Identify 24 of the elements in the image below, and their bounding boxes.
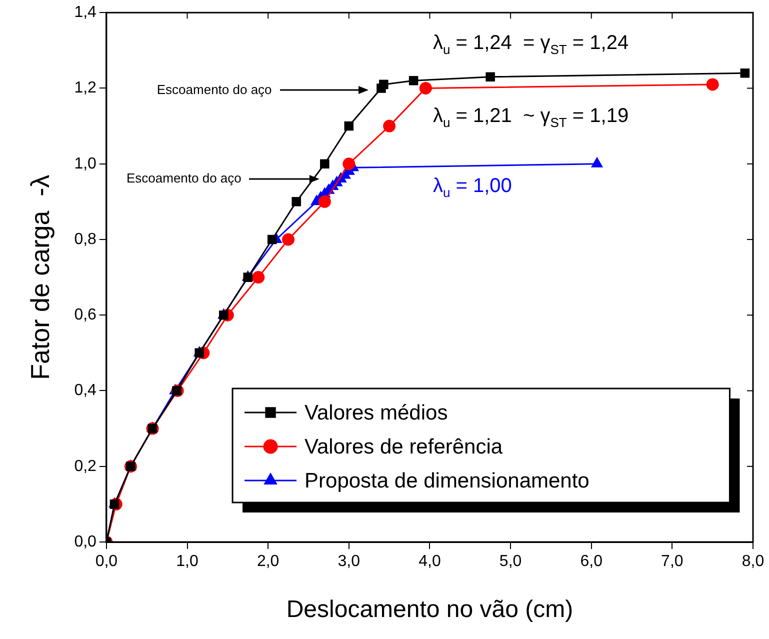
y-tick-label: 0,6: [74, 306, 97, 324]
x-tick-label: 1,0: [176, 553, 198, 570]
y-tick-label: 0,2: [74, 458, 97, 475]
y-tick-label: 1,2: [74, 80, 97, 97]
y-axis-title: Fator de carga -λ: [24, 174, 55, 380]
annotation: Escoamento do aço: [156, 82, 272, 97]
y-tick-label: 0,4: [74, 382, 97, 400]
x-tick-label: 7,0: [661, 553, 684, 570]
legend-label: Valores médios: [304, 401, 448, 424]
x-tick-label: 3,0: [338, 553, 360, 570]
y-tick-label: 1,0: [74, 155, 97, 172]
y-tick-label: 0,8: [74, 230, 97, 248]
x-tick-label: 8,0: [742, 553, 764, 570]
legend-label: Valores de referência: [304, 435, 503, 458]
y-tick-label: 0,0: [74, 533, 97, 550]
x-tick-label: 2,0: [256, 553, 280, 570]
annotation: Escoamento do aço: [126, 170, 242, 186]
x-tick-label: 4,0: [418, 553, 441, 570]
x-tick-label: 6,0: [580, 553, 603, 570]
x-tick-label: 0,0: [95, 553, 118, 570]
x-tick-label: 5,0: [499, 553, 522, 570]
y-tick-label: 1,4: [74, 4, 97, 22]
x-axis-title: Deslocamento no vão (cm): [286, 596, 574, 624]
legend-label: Proposta de dimensionamento: [304, 469, 590, 492]
